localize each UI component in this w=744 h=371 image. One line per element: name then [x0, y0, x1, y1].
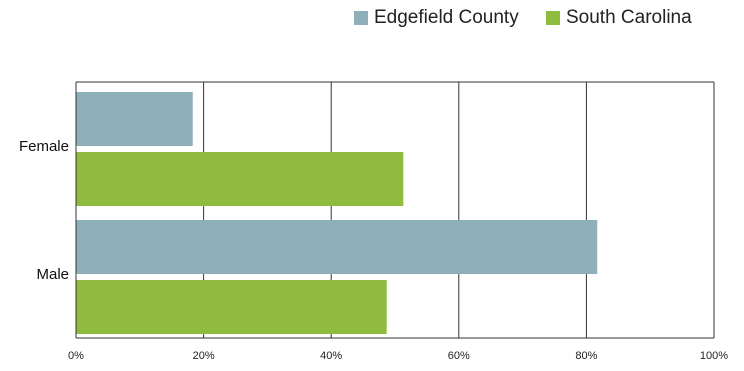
- bar-female-edgefield-county: [76, 92, 193, 146]
- bars: [76, 92, 598, 334]
- category-labels: Female Male: [19, 138, 69, 283]
- x-tick-labels: 0% 20% 40% 60% 80% 100%: [68, 350, 728, 362]
- category-label: Male: [36, 266, 69, 283]
- legend-item-south-carolina: South Carolina: [546, 6, 692, 30]
- bar-female-south-carolina: [76, 152, 404, 206]
- x-tick-label: 60%: [448, 350, 470, 362]
- legend-item-edgefield: Edgefield County: [354, 6, 519, 30]
- category-label: Female: [19, 138, 69, 155]
- legend-swatch-edgefield: [354, 11, 368, 25]
- legend-label-edgefield: Edgefield County: [374, 7, 519, 28]
- x-tick-label: 20%: [193, 350, 215, 362]
- x-tick-label: 80%: [575, 350, 597, 362]
- x-tick-label: 100%: [700, 350, 728, 362]
- bar-male-edgefield-county: [76, 220, 598, 274]
- x-tick-label: 0%: [68, 350, 84, 362]
- legend-label-south-carolina: South Carolina: [566, 7, 692, 28]
- bar-male-south-carolina: [76, 280, 387, 334]
- legend-swatch-south-carolina: [546, 11, 560, 25]
- chart-legend: Edgefield County South Carolina: [0, 6, 744, 30]
- x-tick-label: 40%: [320, 350, 342, 362]
